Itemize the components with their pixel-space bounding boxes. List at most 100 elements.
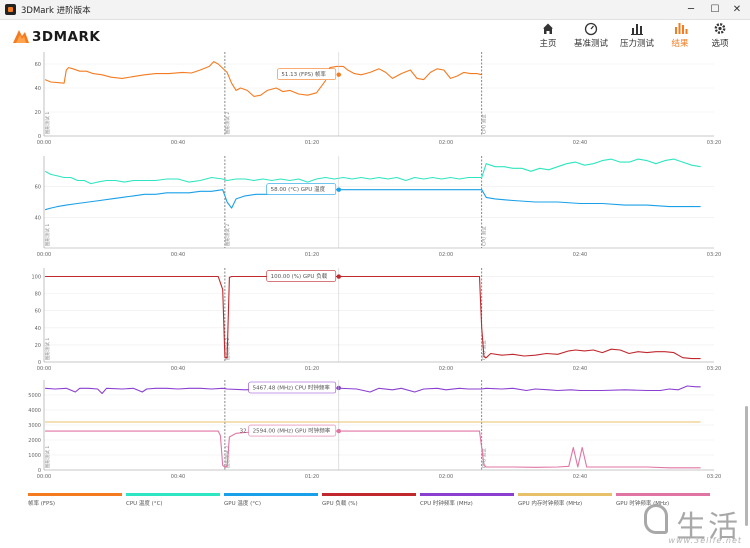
scrollbar-thumb[interactable] [745, 406, 748, 526]
y-tick-label: 60 [35, 62, 41, 68]
nav-options[interactable]: 选项 [704, 20, 736, 52]
x-tick-label: 00:40 [171, 252, 185, 258]
x-tick-label: 01:20 [305, 140, 319, 146]
home-icon [543, 23, 553, 34]
tooltip-box [266, 183, 337, 196]
nav-home[interactable]: 主页 [532, 20, 564, 52]
x-tick-label: 02:40 [573, 252, 587, 258]
x-tick-label: 00:40 [171, 474, 185, 480]
watermark: 生活 www.3elife.net [644, 500, 744, 546]
gauge-icon [584, 22, 598, 36]
close-button[interactable]: ✕ [732, 4, 742, 15]
x-tick-label: 03:20 [707, 140, 721, 146]
window-title: 3DMark 进阶版本 [21, 6, 91, 16]
x-tick-label: 01:20 [305, 474, 319, 480]
y-tick-label: 20 [35, 343, 41, 349]
y-tick-label: 0 [38, 468, 41, 474]
x-tick-label: 00:00 [37, 252, 51, 258]
y-tick-label: 0 [38, 134, 41, 140]
x-tick-label: 02:40 [573, 366, 587, 372]
tooltip-prefix: 32 [240, 429, 247, 435]
x-tick-label: 00:00 [37, 366, 51, 372]
y-tick-label: 100 [31, 275, 41, 281]
x-tick-label: 00:40 [171, 140, 185, 146]
x-tick-label: 01:20 [305, 366, 319, 372]
legend-label: CPU 时钟频率 (MHz) [420, 501, 473, 507]
tooltip-text: 5467.48 (MHz) CPU 时钟频率 [253, 383, 331, 391]
nav-benchmarks[interactable]: 基准测试 [572, 20, 610, 52]
brand-logo[interactable]: 3DMARK [11, 27, 121, 49]
legend-swatch [420, 493, 514, 496]
y-tick-label: 40 [35, 86, 41, 92]
series-line [45, 385, 701, 395]
tooltip-text: 51.13 (FPS) 帧率 [281, 70, 326, 78]
x-tick-label: 01:20 [305, 252, 319, 258]
y-tick-label: 2000 [28, 438, 41, 444]
watermark-text: 生活 [676, 510, 740, 545]
legend-swatch [616, 493, 710, 496]
maximize-button[interactable]: ☐ [710, 4, 720, 15]
chart-panel: 020406080100百分比 (%)00:0000:4001:2002:000… [16, 268, 721, 372]
nav-label: 主页 [539, 39, 557, 49]
section-label: 图形测试 1 [44, 338, 51, 360]
hover-point [336, 187, 341, 192]
monitoring-panel: 0 20 40 60 帧率 (FPS) 00:00 00:40 01:20 02:00 02:40… [16, 52, 732, 512]
legend-swatch [126, 493, 220, 496]
legend-swatch [28, 493, 122, 496]
section-label: CPU 测试 [481, 340, 488, 360]
y-tick-label: 60 [35, 309, 41, 315]
watermark-logo [644, 504, 668, 534]
watermark-url: www.3elife.net [668, 536, 742, 545]
section-label: 图形测试 1 [44, 446, 51, 468]
chart-panel: 0204060帧率 (FPS)00:0000:4001:2002:0002:40… [16, 52, 721, 146]
section-label: 图形测试 2 [224, 224, 231, 246]
section-label: CPU 测试 [481, 114, 488, 134]
y-tick-label: 5000 [28, 393, 41, 399]
tooltip-box [248, 381, 337, 394]
tooltip-text: 2594.00 (MHz) GPU 时钟频率 [253, 427, 331, 435]
section-label: CPU 测试 [481, 226, 488, 246]
results-icon [675, 23, 688, 34]
chart-panel: 010002000300040005000频率 (MHz)00:0000:400… [16, 380, 721, 480]
nav-results[interactable]: 结果 [664, 20, 696, 52]
legend-swatch [224, 493, 318, 496]
x-tick-label: 02:00 [439, 366, 453, 372]
series-line [44, 158, 701, 185]
chart-legend: 帧率 (FPS) CPU 温度 (°C) GPU 温度 (°C) GPU 负载 (%)… [28, 493, 718, 513]
x-tick-label: 02:00 [439, 140, 453, 146]
x-tick-label: 00:40 [171, 366, 185, 372]
y-tick-label: 0 [38, 360, 41, 366]
tooltip-text: 100.00 (%) GPU 负载 [271, 272, 328, 280]
legend-label: GPU 温度 (°C) [224, 501, 261, 507]
x-tick-label: 03:20 [707, 252, 721, 258]
legend-label: GPU 负载 (%) [322, 501, 358, 507]
y-tick-label: 60 [35, 185, 41, 191]
x-tick-label: 00:00 [37, 474, 51, 480]
minimize-button[interactable]: ─ [687, 4, 695, 15]
scrollbar[interactable] [745, 114, 748, 548]
x-tick-label: 03:20 [707, 366, 721, 372]
series-line [45, 275, 701, 360]
hover-point [336, 72, 341, 77]
y-tick-label: 80 [35, 292, 41, 298]
section-label: 图形测试 1 [44, 224, 51, 246]
app-icon [5, 4, 16, 15]
series-line [44, 61, 482, 97]
legend-swatch [518, 493, 612, 496]
nav-stress-tests[interactable]: 压力测试 [618, 20, 656, 52]
tooltip-box [277, 68, 337, 80]
results-content: 0 20 40 60 帧率 (FPS) 00:00 00:40 01:20 02:00 02:40… [0, 52, 750, 548]
bar-chart-icon [631, 24, 643, 35]
section-label: 图形测试 1 [44, 112, 51, 134]
y-tick-label: 40 [35, 215, 41, 221]
app-header: 3DMARK 主页 基准测试 压力测试 [0, 20, 750, 52]
y-tick-label: 40 [35, 326, 41, 332]
tooltip-box [248, 424, 337, 437]
series-line [44, 189, 701, 211]
series-line [45, 430, 701, 469]
section-label: 图形测试 2 [224, 112, 231, 134]
chart-panel: 4060温度 (°C)00:0000:4001:2002:0002:4003:2… [16, 156, 721, 258]
x-tick-label: 02:40 [573, 140, 587, 146]
x-tick-label: 02:40 [573, 474, 587, 480]
y-tick-label: 1000 [28, 453, 41, 459]
